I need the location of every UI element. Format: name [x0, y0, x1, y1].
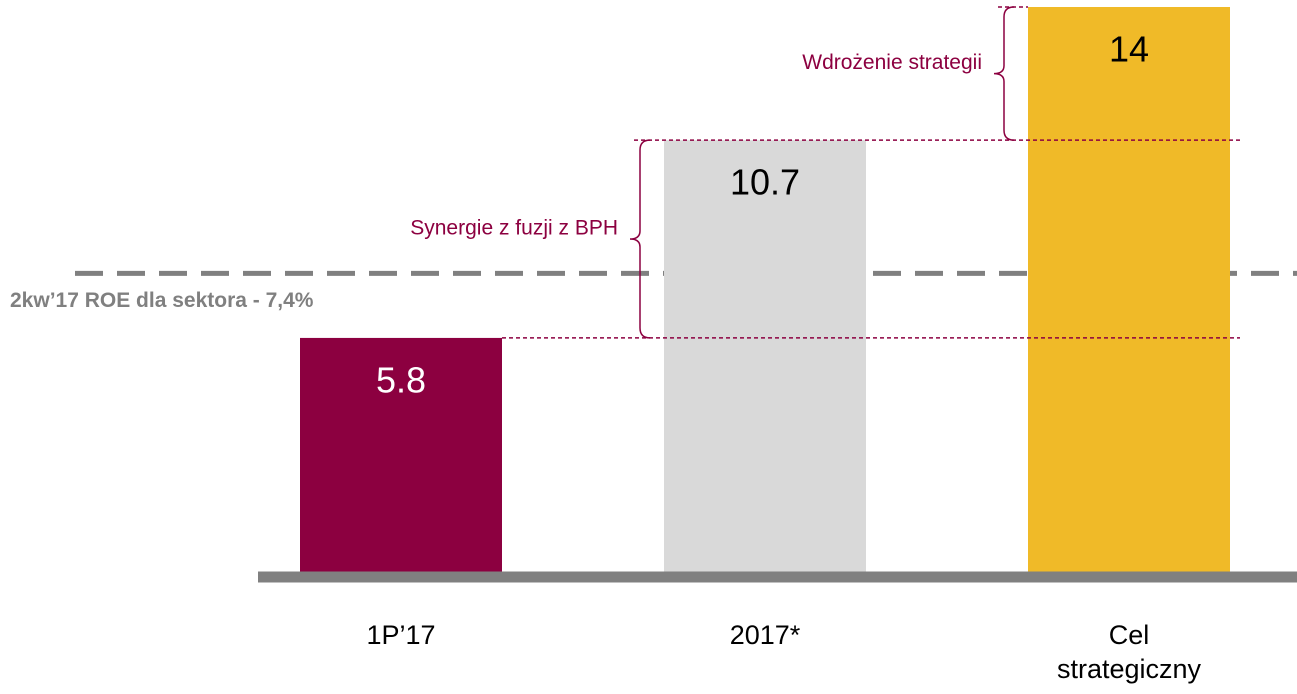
bar — [1028, 7, 1230, 572]
brace — [993, 6, 1015, 141]
value-label: 5.8 — [376, 359, 426, 400]
value-label: 14 — [1109, 29, 1149, 70]
x-tick-label: Cel strategiczny — [1056, 620, 1202, 684]
brace — [629, 139, 651, 339]
bar — [664, 140, 866, 572]
x-tick-label: 1P’17 — [366, 620, 436, 650]
annotation: Wdrożenie strategii — [802, 51, 982, 74]
x-tick-label: 2017* — [729, 620, 801, 650]
annotation: Synergie z fuzji z BPH — [410, 217, 618, 240]
bar — [300, 337, 502, 572]
reference-label: 2kw’17 ROE dla sektora - 7,4% — [10, 289, 314, 312]
value-label: 10.7 — [730, 162, 800, 203]
